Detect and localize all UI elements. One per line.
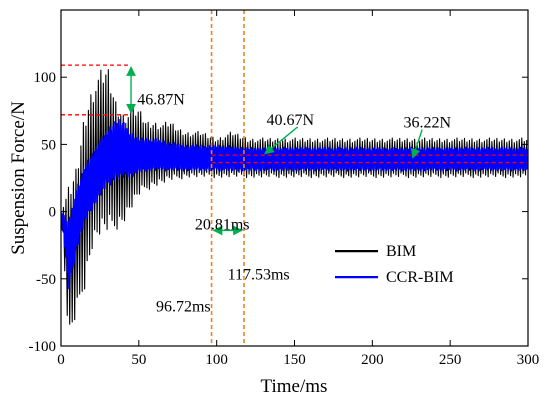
x-tick-label: 50 bbox=[131, 352, 146, 368]
x-tick-label: 100 bbox=[205, 352, 228, 368]
legend-entry-label: CCR-BIM bbox=[386, 269, 454, 286]
y-tick-label: -100 bbox=[29, 339, 57, 355]
mean-bim-arrow bbox=[264, 126, 299, 155]
start-time-label: 96.72ms bbox=[156, 299, 211, 316]
y-tick-label: 100 bbox=[34, 70, 57, 86]
x-tick-label: 300 bbox=[517, 352, 540, 368]
y-tick-label: -50 bbox=[36, 272, 56, 288]
y-tick-label: 0 bbox=[49, 205, 57, 221]
bim-mean-label: 40.67N bbox=[266, 112, 314, 129]
legend: BIM CCR-BIM bbox=[335, 243, 454, 286]
x-tick-label: 250 bbox=[439, 352, 462, 368]
x-axis-title: Time/ms bbox=[261, 376, 328, 397]
force-diff-label: 46.87N bbox=[137, 92, 185, 109]
ccr-mean-label: 36.22N bbox=[403, 115, 451, 132]
end-time-label: 117.53ms bbox=[228, 266, 290, 283]
x-tick-label: 150 bbox=[283, 352, 306, 368]
x-tick-label: 200 bbox=[361, 352, 384, 368]
time-diff-label: 20.81ms bbox=[195, 217, 250, 234]
mean-ccr-arrow bbox=[410, 129, 423, 159]
y-axis-title: Suspension Force/N bbox=[8, 101, 29, 255]
series-line-ccr-bim bbox=[61, 119, 528, 290]
legend-entry-label: BIM bbox=[386, 243, 416, 260]
x-tick-label: 0 bbox=[57, 352, 65, 368]
y-tick-label: 50 bbox=[41, 137, 56, 153]
